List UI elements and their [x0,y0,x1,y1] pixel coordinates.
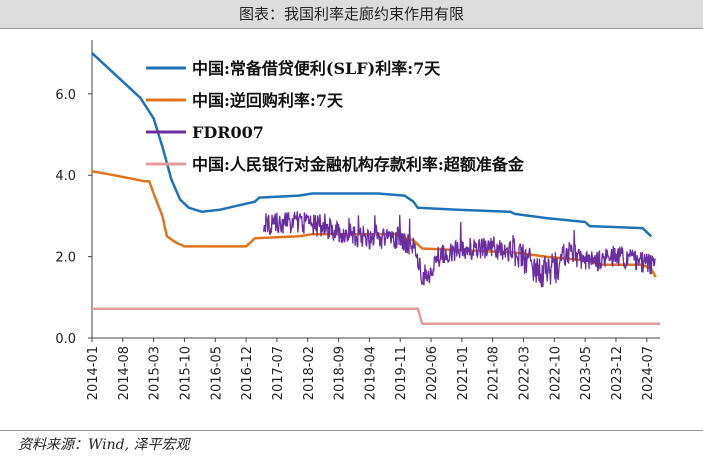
x-tick-label: 2023-12 [610,346,625,400]
series-line-excess-reserve [92,307,660,326]
title-divider [0,28,703,29]
series-line-slf [91,52,653,238]
series-line-reverse-repo [91,169,657,278]
legend-item-reverse-repo-label: 中国:逆回购利率:7天 [192,91,344,110]
legend-item-slf-label: 中国:常备借贷便利(SLF)利率:7天 [192,59,441,78]
y-tick-label: 4.0 [55,169,76,184]
y-tick-label: 0.0 [55,332,76,347]
x-tick-label: 2023-05 [579,346,594,400]
y-tick-label: 6.0 [55,88,76,103]
y-tick-label: 2.0 [55,251,76,266]
page-title: 图表：我国利率走廊约束作用有限 [0,0,703,28]
x-tick-label: 2016-12 [240,346,255,400]
legend-item-excess-reserve-label: 中国:人民银行对金融机构存款利率:超额准备金 [192,155,525,174]
x-tick-label: 2019-04 [363,346,378,400]
source-note: 资料来源：Wind, 泽平宏观 [18,437,190,453]
x-tick-label: 2014-08 [117,346,132,400]
series-line-fdr007 [263,211,656,288]
legend-item-fdr007-label: FDR007 [192,123,264,142]
x-tick-label: 2018-02 [302,346,317,400]
x-tick-label: 2022-03 [518,346,533,400]
x-tick-label: 2021-01 [456,346,471,400]
x-tick-label: 2019-11 [394,346,409,400]
x-tick-label: 2020-06 [425,346,440,400]
chart-axes: 0.0 2.0 4.0 6.0 2014-01 2014-08 2015-03 2015-10… [55,40,660,400]
x-tick-label: 2015-10 [178,346,193,400]
x-tick-label: 2017-07 [271,346,286,400]
footer-divider [0,430,703,431]
x-tick-label: 2024-07 [641,346,656,400]
x-tick-label: 2021-08 [487,346,502,400]
x-tick-label: 2016-05 [209,346,224,400]
chart-lines [91,52,660,326]
x-tick-label: 2018-09 [333,346,348,400]
x-tick-label: 2015-03 [148,346,163,400]
x-tick-label: 2014-01 [86,346,101,400]
x-tick-label: 2022-10 [548,346,563,400]
chart: 0.0 2.0 4.0 6.0 2014-01 2014-08 2015-03 2015-10… [55,40,660,400]
